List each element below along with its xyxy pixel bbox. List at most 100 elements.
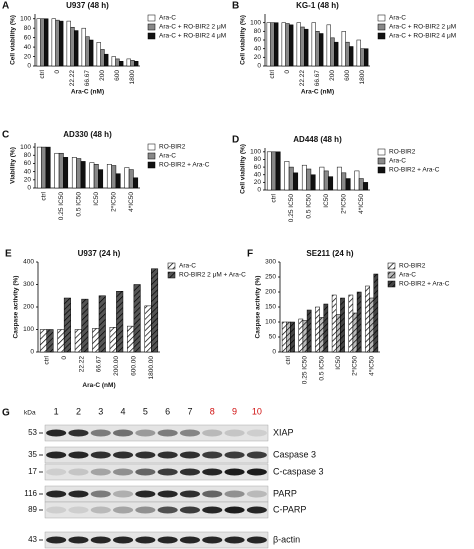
bar	[341, 172, 347, 191]
y-tick-label: 0	[272, 349, 276, 356]
blot-band	[202, 468, 223, 476]
bar	[348, 294, 354, 353]
bar	[133, 177, 139, 189]
x-tick-label: IC50	[93, 192, 100, 206]
legend-label: RO-BIR2	[389, 149, 416, 156]
bar	[46, 329, 54, 353]
y-tick-label: 20	[254, 54, 262, 61]
blot-band	[224, 451, 245, 459]
bar	[286, 321, 291, 353]
blot-band	[157, 536, 178, 544]
bar	[306, 309, 312, 353]
legend-swatch	[147, 161, 156, 169]
blot-band	[46, 536, 67, 544]
x-tick-label: 0.25 IC50	[302, 356, 309, 385]
x-tick-label: 22.22	[78, 356, 85, 373]
y-tick-label: 60	[24, 160, 32, 167]
x-tick-label: ctrl	[269, 69, 276, 78]
blot-band	[157, 490, 178, 498]
bar	[151, 268, 159, 353]
lane-label: 4	[121, 406, 126, 416]
blot-strip	[44, 424, 269, 442]
bar	[334, 41, 339, 67]
y-tick-label: 40	[254, 45, 262, 52]
bar	[92, 328, 100, 353]
blot-band	[179, 429, 200, 437]
legend-label: RO-BIR2 2 μM + Ara-C	[179, 272, 246, 279]
blot-band	[224, 468, 245, 476]
bar	[340, 297, 345, 353]
blot-band	[157, 468, 178, 476]
blot-band	[46, 490, 67, 498]
legend-label: Ara-C + RO-BIR2 4 μM	[389, 33, 456, 40]
kda-label: 53	[28, 428, 37, 437]
bar	[115, 173, 121, 189]
bar	[40, 18, 45, 67]
x-tick-label: ctrl	[270, 193, 277, 202]
bar	[300, 26, 305, 67]
x-tick-label: 1800	[129, 70, 136, 85]
legend-label: Ara-C	[399, 272, 416, 279]
lane-label: 2	[76, 406, 81, 416]
legend-label: Ara-C + RO-BIR2 2 μM	[159, 24, 226, 31]
blot-band	[113, 506, 134, 514]
y-axis-label: Cell viability (%)	[10, 15, 17, 65]
blot-band	[113, 429, 134, 437]
bar	[66, 20, 71, 67]
bar	[134, 61, 139, 67]
bar	[302, 320, 308, 353]
bar	[74, 329, 82, 353]
x-tick-label: 4*IC50	[368, 356, 375, 376]
y-tick-label: 250	[265, 274, 276, 281]
bar	[81, 27, 86, 67]
bar	[326, 24, 331, 67]
bar	[331, 294, 337, 353]
legend-swatch	[387, 262, 396, 270]
blot-band	[246, 490, 267, 498]
bar	[266, 151, 272, 191]
x-tick-label: 600	[344, 70, 351, 81]
blot-band	[224, 506, 245, 514]
x-tick-label: 0	[284, 70, 291, 74]
x-axis-label: Ara-C (nM)	[71, 89, 104, 96]
bar	[281, 321, 287, 353]
bar	[63, 297, 71, 353]
y-tick-label: 80	[24, 25, 32, 32]
legend-label: Ara-C	[159, 15, 176, 22]
x-tick-label: ctrl	[285, 355, 292, 364]
bar	[116, 291, 124, 353]
x-tick-label: 2*IC50	[340, 194, 347, 214]
y-tick-label: 80	[254, 156, 262, 163]
x-tick-label: 2*IC50	[110, 192, 117, 212]
legend-swatch	[147, 32, 156, 40]
y-tick-label: 40	[24, 168, 32, 175]
bar	[349, 46, 354, 67]
blot-strip	[44, 531, 269, 549]
y-tick-label: 100	[23, 326, 34, 333]
y-tick-label: 200	[23, 304, 34, 311]
y-axis-label: Caspase activity (%)	[13, 276, 20, 339]
bar	[293, 172, 299, 191]
blot-band	[179, 468, 200, 476]
x-tick-label: 600	[114, 70, 121, 81]
legend-swatch	[147, 23, 156, 31]
blot-band	[68, 490, 89, 498]
bar	[360, 48, 365, 67]
bar	[55, 19, 60, 67]
blot-band	[135, 429, 156, 437]
bar	[85, 36, 90, 67]
y-tick-label: 400	[23, 259, 34, 266]
blot-band	[135, 490, 156, 498]
y-tick-label: 100	[250, 19, 261, 26]
blot-strip	[44, 446, 269, 464]
x-tick-label: 66.67	[84, 70, 91, 87]
bar	[76, 158, 82, 189]
blot-band	[179, 490, 200, 498]
y-tick-label: 40	[254, 171, 262, 178]
x-tick-label: 1800	[359, 70, 366, 85]
blot-band	[90, 468, 111, 476]
panel-label: F	[247, 249, 253, 260]
bar	[266, 22, 271, 67]
bar	[328, 176, 334, 191]
